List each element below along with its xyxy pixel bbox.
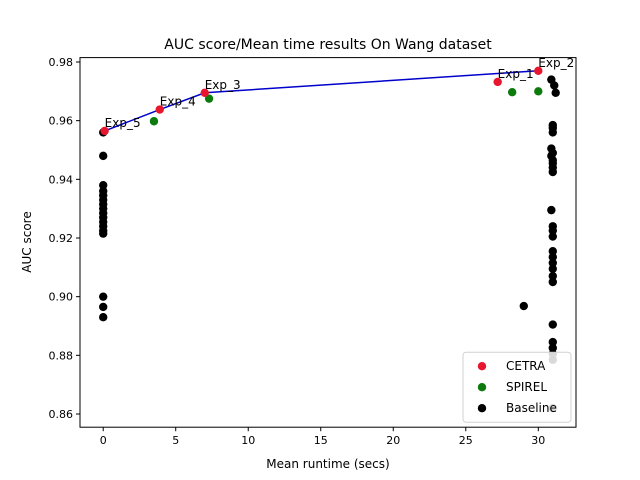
x-tick-label: 20 — [386, 434, 400, 447]
x-tick-label: 25 — [459, 434, 473, 447]
frontier-line — [104, 70, 539, 132]
y-tick-label: 0.96 — [49, 115, 74, 128]
baseline-point — [548, 337, 557, 347]
baseline-point — [99, 302, 108, 312]
annotation-exp-4: Exp_4 — [160, 95, 196, 109]
baseline-point — [99, 151, 108, 161]
spirel-point — [507, 88, 517, 97]
legend-box — [462, 351, 572, 423]
legend-marker-baseline — [477, 404, 487, 413]
legend-label-cetra: CETRA — [506, 359, 546, 373]
y-tick-label: 0.94 — [49, 173, 74, 186]
pareto-frontier — [104, 70, 539, 132]
y-tick-label: 0.86 — [49, 408, 74, 421]
baseline-point — [99, 313, 108, 322]
cetra-point — [493, 77, 502, 87]
baseline-point — [548, 128, 557, 137]
cetra-point — [100, 126, 109, 136]
spirel-point — [149, 117, 159, 126]
baseline-point — [551, 88, 560, 98]
baseline-point — [548, 264, 557, 273]
baseline-point — [548, 277, 557, 287]
baseline-point — [519, 301, 528, 311]
y-tick-label: 0.98 — [49, 56, 74, 69]
legend: CETRA SPIREL Baseline — [462, 351, 572, 423]
baseline-point — [99, 292, 108, 301]
cetra-point — [200, 88, 209, 98]
baseline-point — [548, 247, 557, 256]
baseline-point — [550, 81, 559, 90]
y-tick-label: 0.88 — [49, 349, 74, 362]
baseline-point — [548, 232, 557, 241]
annotation-exp-3: Exp_3 — [205, 78, 241, 92]
baseline-point — [547, 205, 556, 215]
baseline-point — [548, 226, 557, 235]
baseline-point — [99, 181, 108, 190]
baseline-point — [548, 271, 557, 281]
x-axis-ticks: 0 5 10 15 20 25 30 — [100, 427, 545, 447]
annotations: Exp_5 Exp_4 Exp_3 Exp_1 Exp_2 — [105, 56, 575, 130]
plot-frame — [79, 57, 577, 428]
legend-label-baseline: Baseline — [506, 401, 557, 415]
y-axis-label: AUC score — [20, 211, 34, 272]
baseline-point — [548, 320, 557, 329]
y-axis-ticks: 0.86 0.88 0.90 0.92 0.94 0.96 0.98 — [49, 56, 80, 421]
baseline-point — [548, 252, 557, 262]
baseline-point — [99, 229, 108, 238]
data-points — [99, 66, 560, 413]
baseline-point — [548, 343, 557, 353]
annotation-exp-5: Exp_5 — [105, 116, 141, 130]
legend-marker-spirel — [477, 383, 487, 392]
x-tick-label: 10 — [241, 434, 255, 447]
spirel-point — [534, 87, 543, 96]
x-tick-label: 15 — [314, 434, 328, 447]
legend-marker-cetra — [477, 362, 487, 371]
cetra-point — [155, 105, 164, 114]
annotation-exp-2: Exp_2 — [538, 56, 574, 70]
y-tick-label: 0.90 — [49, 291, 74, 304]
annotation-exp-1: Exp_1 — [498, 67, 534, 81]
x-tick-label: 30 — [531, 434, 545, 447]
y-tick-label: 0.92 — [49, 232, 74, 245]
baseline-point — [548, 167, 557, 177]
cetra-point — [534, 66, 543, 76]
x-axis-label: Mean runtime (secs) — [266, 457, 389, 471]
chart-title: AUC score/Mean time results On Wang data… — [164, 37, 492, 53]
baseline-point — [548, 258, 557, 268]
legend-label-spirel: SPIREL — [506, 380, 547, 394]
spirel-point — [204, 94, 214, 103]
x-tick-label: 5 — [172, 434, 179, 447]
x-tick-label: 0 — [100, 434, 107, 447]
